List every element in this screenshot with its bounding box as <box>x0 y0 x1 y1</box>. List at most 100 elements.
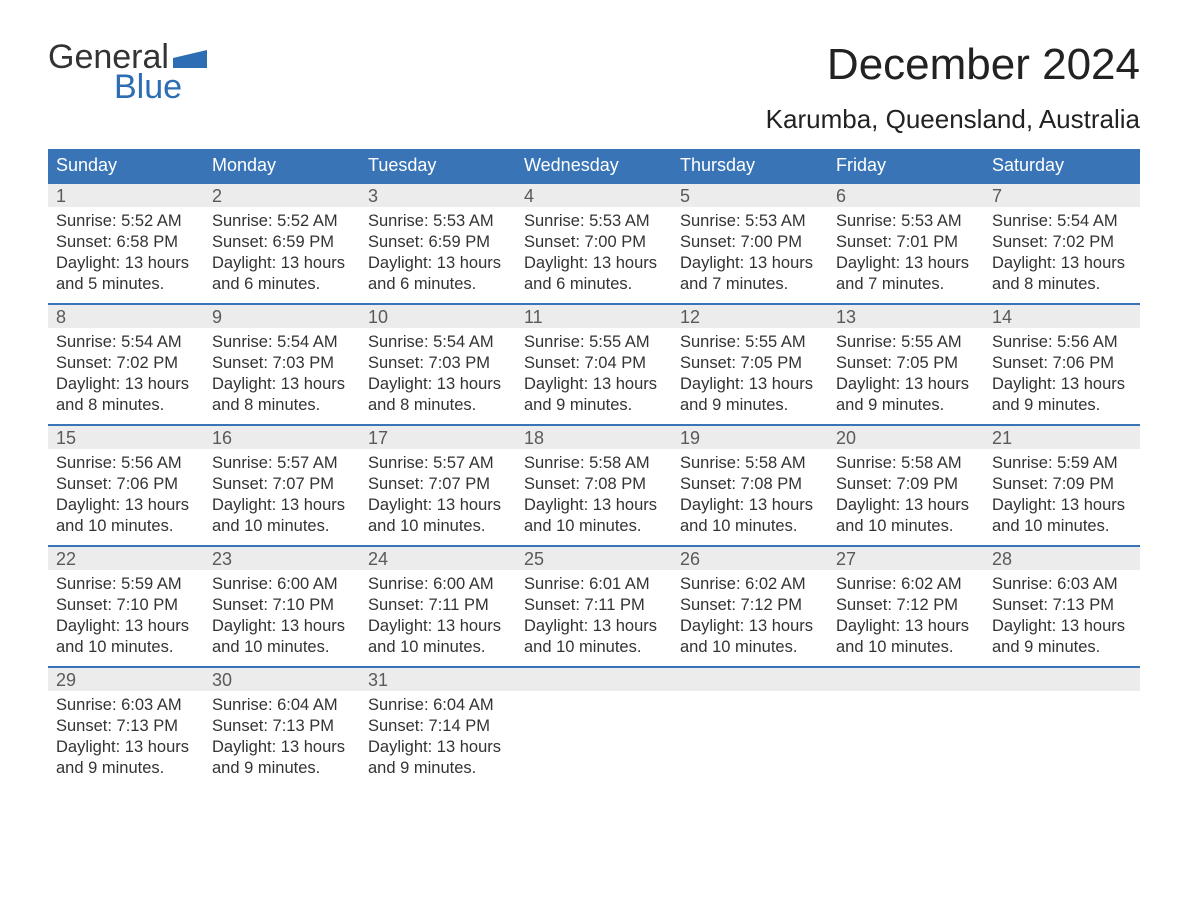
daylight-text-1: Daylight: 13 hours <box>212 253 352 274</box>
sunset-text: Sunset: 7:13 PM <box>56 716 196 737</box>
calendar: SundayMondayTuesdayWednesdayThursdayFrid… <box>48 149 1140 787</box>
sunrise-text: Sunrise: 5:53 AM <box>524 211 664 232</box>
day-number <box>828 668 984 691</box>
sunrise-text: Sunrise: 5:52 AM <box>56 211 196 232</box>
sunrise-text: Sunrise: 6:03 AM <box>992 574 1132 595</box>
day-cell: Sunrise: 5:54 AMSunset: 7:03 PMDaylight:… <box>360 328 516 424</box>
day-cell: Sunrise: 5:59 AMSunset: 7:09 PMDaylight:… <box>984 449 1140 545</box>
day-header-cell: Wednesday <box>516 149 672 182</box>
daylight-text-1: Daylight: 13 hours <box>992 253 1132 274</box>
sunset-text: Sunset: 7:14 PM <box>368 716 508 737</box>
daylight-text-2: and 10 minutes. <box>992 516 1132 537</box>
week-block: 891011121314Sunrise: 5:54 AMSunset: 7:02… <box>48 303 1140 424</box>
day-cell: Sunrise: 5:54 AMSunset: 7:02 PMDaylight:… <box>984 207 1140 303</box>
sunset-text: Sunset: 7:09 PM <box>992 474 1132 495</box>
daylight-text-2: and 10 minutes. <box>56 637 196 658</box>
header-row: General Blue December 2024 Karumba, Quee… <box>48 40 1140 135</box>
daylight-text-2: and 8 minutes. <box>368 395 508 416</box>
daylight-text-2: and 8 minutes. <box>212 395 352 416</box>
content-row: Sunrise: 5:59 AMSunset: 7:10 PMDaylight:… <box>48 570 1140 666</box>
day-cell: Sunrise: 6:03 AMSunset: 7:13 PMDaylight:… <box>984 570 1140 666</box>
day-cell: Sunrise: 6:04 AMSunset: 7:14 PMDaylight:… <box>360 691 516 787</box>
daylight-text-1: Daylight: 13 hours <box>992 374 1132 395</box>
day-cell: Sunrise: 6:00 AMSunset: 7:10 PMDaylight:… <box>204 570 360 666</box>
day-number: 5 <box>672 184 828 207</box>
day-header-cell: Sunday <box>48 149 204 182</box>
day-number: 23 <box>204 547 360 570</box>
daylight-text-1: Daylight: 13 hours <box>836 374 976 395</box>
daylight-text-1: Daylight: 13 hours <box>992 616 1132 637</box>
daylight-text-1: Daylight: 13 hours <box>680 616 820 637</box>
daylight-text-1: Daylight: 13 hours <box>56 253 196 274</box>
sunrise-text: Sunrise: 6:02 AM <box>836 574 976 595</box>
daylight-text-1: Daylight: 13 hours <box>680 495 820 516</box>
daylight-text-2: and 9 minutes. <box>992 395 1132 416</box>
day-cell: Sunrise: 6:01 AMSunset: 7:11 PMDaylight:… <box>516 570 672 666</box>
sunrise-text: Sunrise: 5:56 AM <box>992 332 1132 353</box>
sunrise-text: Sunrise: 5:58 AM <box>680 453 820 474</box>
day-cell <box>516 691 672 787</box>
daylight-text-2: and 10 minutes. <box>836 516 976 537</box>
daylight-text-1: Daylight: 13 hours <box>524 495 664 516</box>
sunset-text: Sunset: 7:12 PM <box>680 595 820 616</box>
sunset-text: Sunset: 7:00 PM <box>524 232 664 253</box>
daylight-text-2: and 9 minutes. <box>212 758 352 779</box>
day-number: 18 <box>516 426 672 449</box>
sunset-text: Sunset: 7:05 PM <box>680 353 820 374</box>
sunrise-text: Sunrise: 6:00 AM <box>212 574 352 595</box>
sunset-text: Sunset: 7:02 PM <box>992 232 1132 253</box>
sunset-text: Sunset: 7:11 PM <box>368 595 508 616</box>
day-number: 28 <box>984 547 1140 570</box>
sunset-text: Sunset: 7:03 PM <box>212 353 352 374</box>
day-header-cell: Monday <box>204 149 360 182</box>
day-number: 11 <box>516 305 672 328</box>
day-number: 12 <box>672 305 828 328</box>
daylight-text-2: and 10 minutes. <box>368 516 508 537</box>
daylight-text-2: and 9 minutes. <box>56 758 196 779</box>
sunset-text: Sunset: 7:02 PM <box>56 353 196 374</box>
content-row: Sunrise: 5:54 AMSunset: 7:02 PMDaylight:… <box>48 328 1140 424</box>
day-number: 25 <box>516 547 672 570</box>
daylight-text-1: Daylight: 13 hours <box>368 737 508 758</box>
daylight-text-2: and 9 minutes. <box>524 395 664 416</box>
day-cell: Sunrise: 5:56 AMSunset: 7:06 PMDaylight:… <box>984 328 1140 424</box>
sunset-text: Sunset: 7:13 PM <box>212 716 352 737</box>
daylight-text-2: and 10 minutes. <box>680 516 820 537</box>
daylight-text-1: Daylight: 13 hours <box>368 374 508 395</box>
day-header-cell: Saturday <box>984 149 1140 182</box>
daynum-row: 15161718192021 <box>48 426 1140 449</box>
sunset-text: Sunset: 7:03 PM <box>368 353 508 374</box>
day-cell: Sunrise: 5:53 AMSunset: 7:00 PMDaylight:… <box>516 207 672 303</box>
day-cell: Sunrise: 5:52 AMSunset: 6:58 PMDaylight:… <box>48 207 204 303</box>
sunset-text: Sunset: 7:07 PM <box>212 474 352 495</box>
daylight-text-1: Daylight: 13 hours <box>56 374 196 395</box>
day-cell: Sunrise: 5:58 AMSunset: 7:09 PMDaylight:… <box>828 449 984 545</box>
sunrise-text: Sunrise: 5:53 AM <box>368 211 508 232</box>
daylight-text-1: Daylight: 13 hours <box>836 495 976 516</box>
day-number: 15 <box>48 426 204 449</box>
day-cell: Sunrise: 5:55 AMSunset: 7:05 PMDaylight:… <box>828 328 984 424</box>
sunrise-text: Sunrise: 5:58 AM <box>524 453 664 474</box>
day-cell: Sunrise: 5:53 AMSunset: 6:59 PMDaylight:… <box>360 207 516 303</box>
day-number <box>516 668 672 691</box>
day-number: 29 <box>48 668 204 691</box>
daylight-text-1: Daylight: 13 hours <box>836 253 976 274</box>
content-row: Sunrise: 6:03 AMSunset: 7:13 PMDaylight:… <box>48 691 1140 787</box>
daylight-text-2: and 6 minutes. <box>368 274 508 295</box>
daylight-text-1: Daylight: 13 hours <box>524 374 664 395</box>
day-number: 1 <box>48 184 204 207</box>
sunrise-text: Sunrise: 5:57 AM <box>212 453 352 474</box>
daylight-text-2: and 9 minutes. <box>992 637 1132 658</box>
day-cell: Sunrise: 5:57 AMSunset: 7:07 PMDaylight:… <box>360 449 516 545</box>
day-cell <box>984 691 1140 787</box>
calendar-page: General Blue December 2024 Karumba, Quee… <box>0 0 1188 827</box>
sunset-text: Sunset: 7:12 PM <box>836 595 976 616</box>
sunrise-text: Sunrise: 6:04 AM <box>368 695 508 716</box>
day-number: 30 <box>204 668 360 691</box>
daylight-text-2: and 9 minutes. <box>836 395 976 416</box>
day-cell: Sunrise: 6:03 AMSunset: 7:13 PMDaylight:… <box>48 691 204 787</box>
daylight-text-2: and 5 minutes. <box>56 274 196 295</box>
sunrise-text: Sunrise: 5:57 AM <box>368 453 508 474</box>
title-block: December 2024 Karumba, Queensland, Austr… <box>766 40 1140 135</box>
daylight-text-1: Daylight: 13 hours <box>836 616 976 637</box>
